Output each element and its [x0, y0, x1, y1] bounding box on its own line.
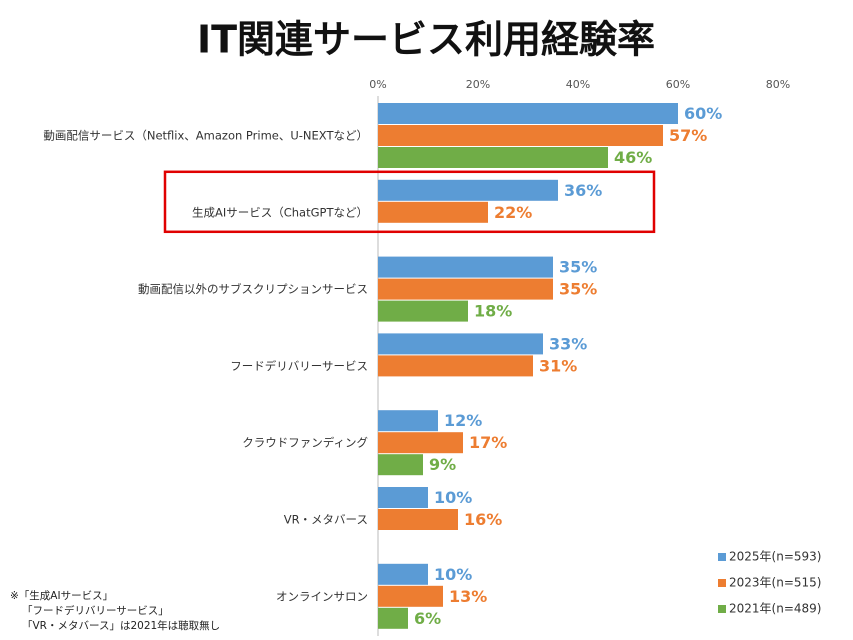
value-label: 12% [444, 411, 482, 430]
value-label: 60% [684, 104, 722, 123]
value-label: 10% [434, 488, 472, 507]
bar [378, 355, 533, 377]
value-label: 33% [549, 334, 587, 353]
category-label: 動画配信以外のサブスクリプションサービス [138, 282, 368, 296]
bar [378, 103, 678, 124]
category-label: 動画配信サービス（Netflix、Amazon Prime、U-NEXTなど） [43, 129, 368, 143]
category-label: フードデリバリーサービス [230, 359, 368, 373]
x-tick-label: 0% [369, 78, 386, 91]
highlight-box [163, 170, 656, 234]
value-label: 9% [429, 455, 456, 474]
category-label: クラウドファンディング [242, 436, 368, 450]
legend-label: 2025年(n=593) [729, 550, 821, 564]
value-label: 46% [614, 148, 652, 167]
bar [378, 179, 558, 201]
bar [378, 256, 553, 278]
value-label: 18% [474, 302, 512, 321]
legend-swatch [718, 605, 726, 613]
value-label: 13% [449, 587, 487, 606]
legend-swatch [718, 553, 726, 561]
bar [378, 454, 423, 476]
bar [378, 278, 553, 300]
value-label: 57% [669, 126, 707, 145]
value-label: 35% [559, 258, 597, 277]
value-label: 16% [464, 510, 502, 529]
category-label: 生成AIサービス（ChatGPTなど） [192, 205, 368, 219]
value-label: 17% [469, 433, 507, 452]
footnote: 「フードデリバリーサービス」 [22, 604, 169, 617]
bar [378, 410, 438, 432]
legend-label: 2023年(n=515) [729, 576, 821, 590]
value-label: 22% [494, 203, 532, 222]
value-label: 35% [559, 280, 597, 299]
x-tick-label: 20% [466, 78, 490, 91]
category-label: オンラインサロン [276, 589, 368, 603]
category-label: VR・メタバース [284, 513, 368, 527]
bar [378, 300, 468, 322]
bar [378, 147, 608, 168]
value-label: 10% [434, 565, 472, 584]
chart-title: IT関連サービス利用経験率 [197, 18, 655, 62]
bar [378, 201, 488, 223]
footnote: 「VR・メタバース」は2021年は聴取無し [22, 619, 220, 632]
value-label: 36% [564, 181, 602, 200]
bar [378, 509, 458, 530]
legend-swatch [718, 579, 726, 587]
bar [378, 585, 443, 607]
bar [378, 125, 663, 146]
x-tick-label: 60% [666, 78, 690, 91]
footnote: ※「生成AIサービス」 [10, 589, 113, 602]
bar [378, 432, 463, 454]
x-tick-label: 80% [766, 78, 790, 91]
value-label: 6% [414, 609, 441, 628]
bar [378, 487, 428, 508]
bar [378, 563, 428, 585]
x-tick-label: 40% [566, 78, 590, 91]
legend-label: 2021年(n=489) [729, 602, 821, 616]
bar [378, 333, 543, 355]
bar [378, 607, 408, 629]
value-label: 31% [539, 356, 577, 375]
